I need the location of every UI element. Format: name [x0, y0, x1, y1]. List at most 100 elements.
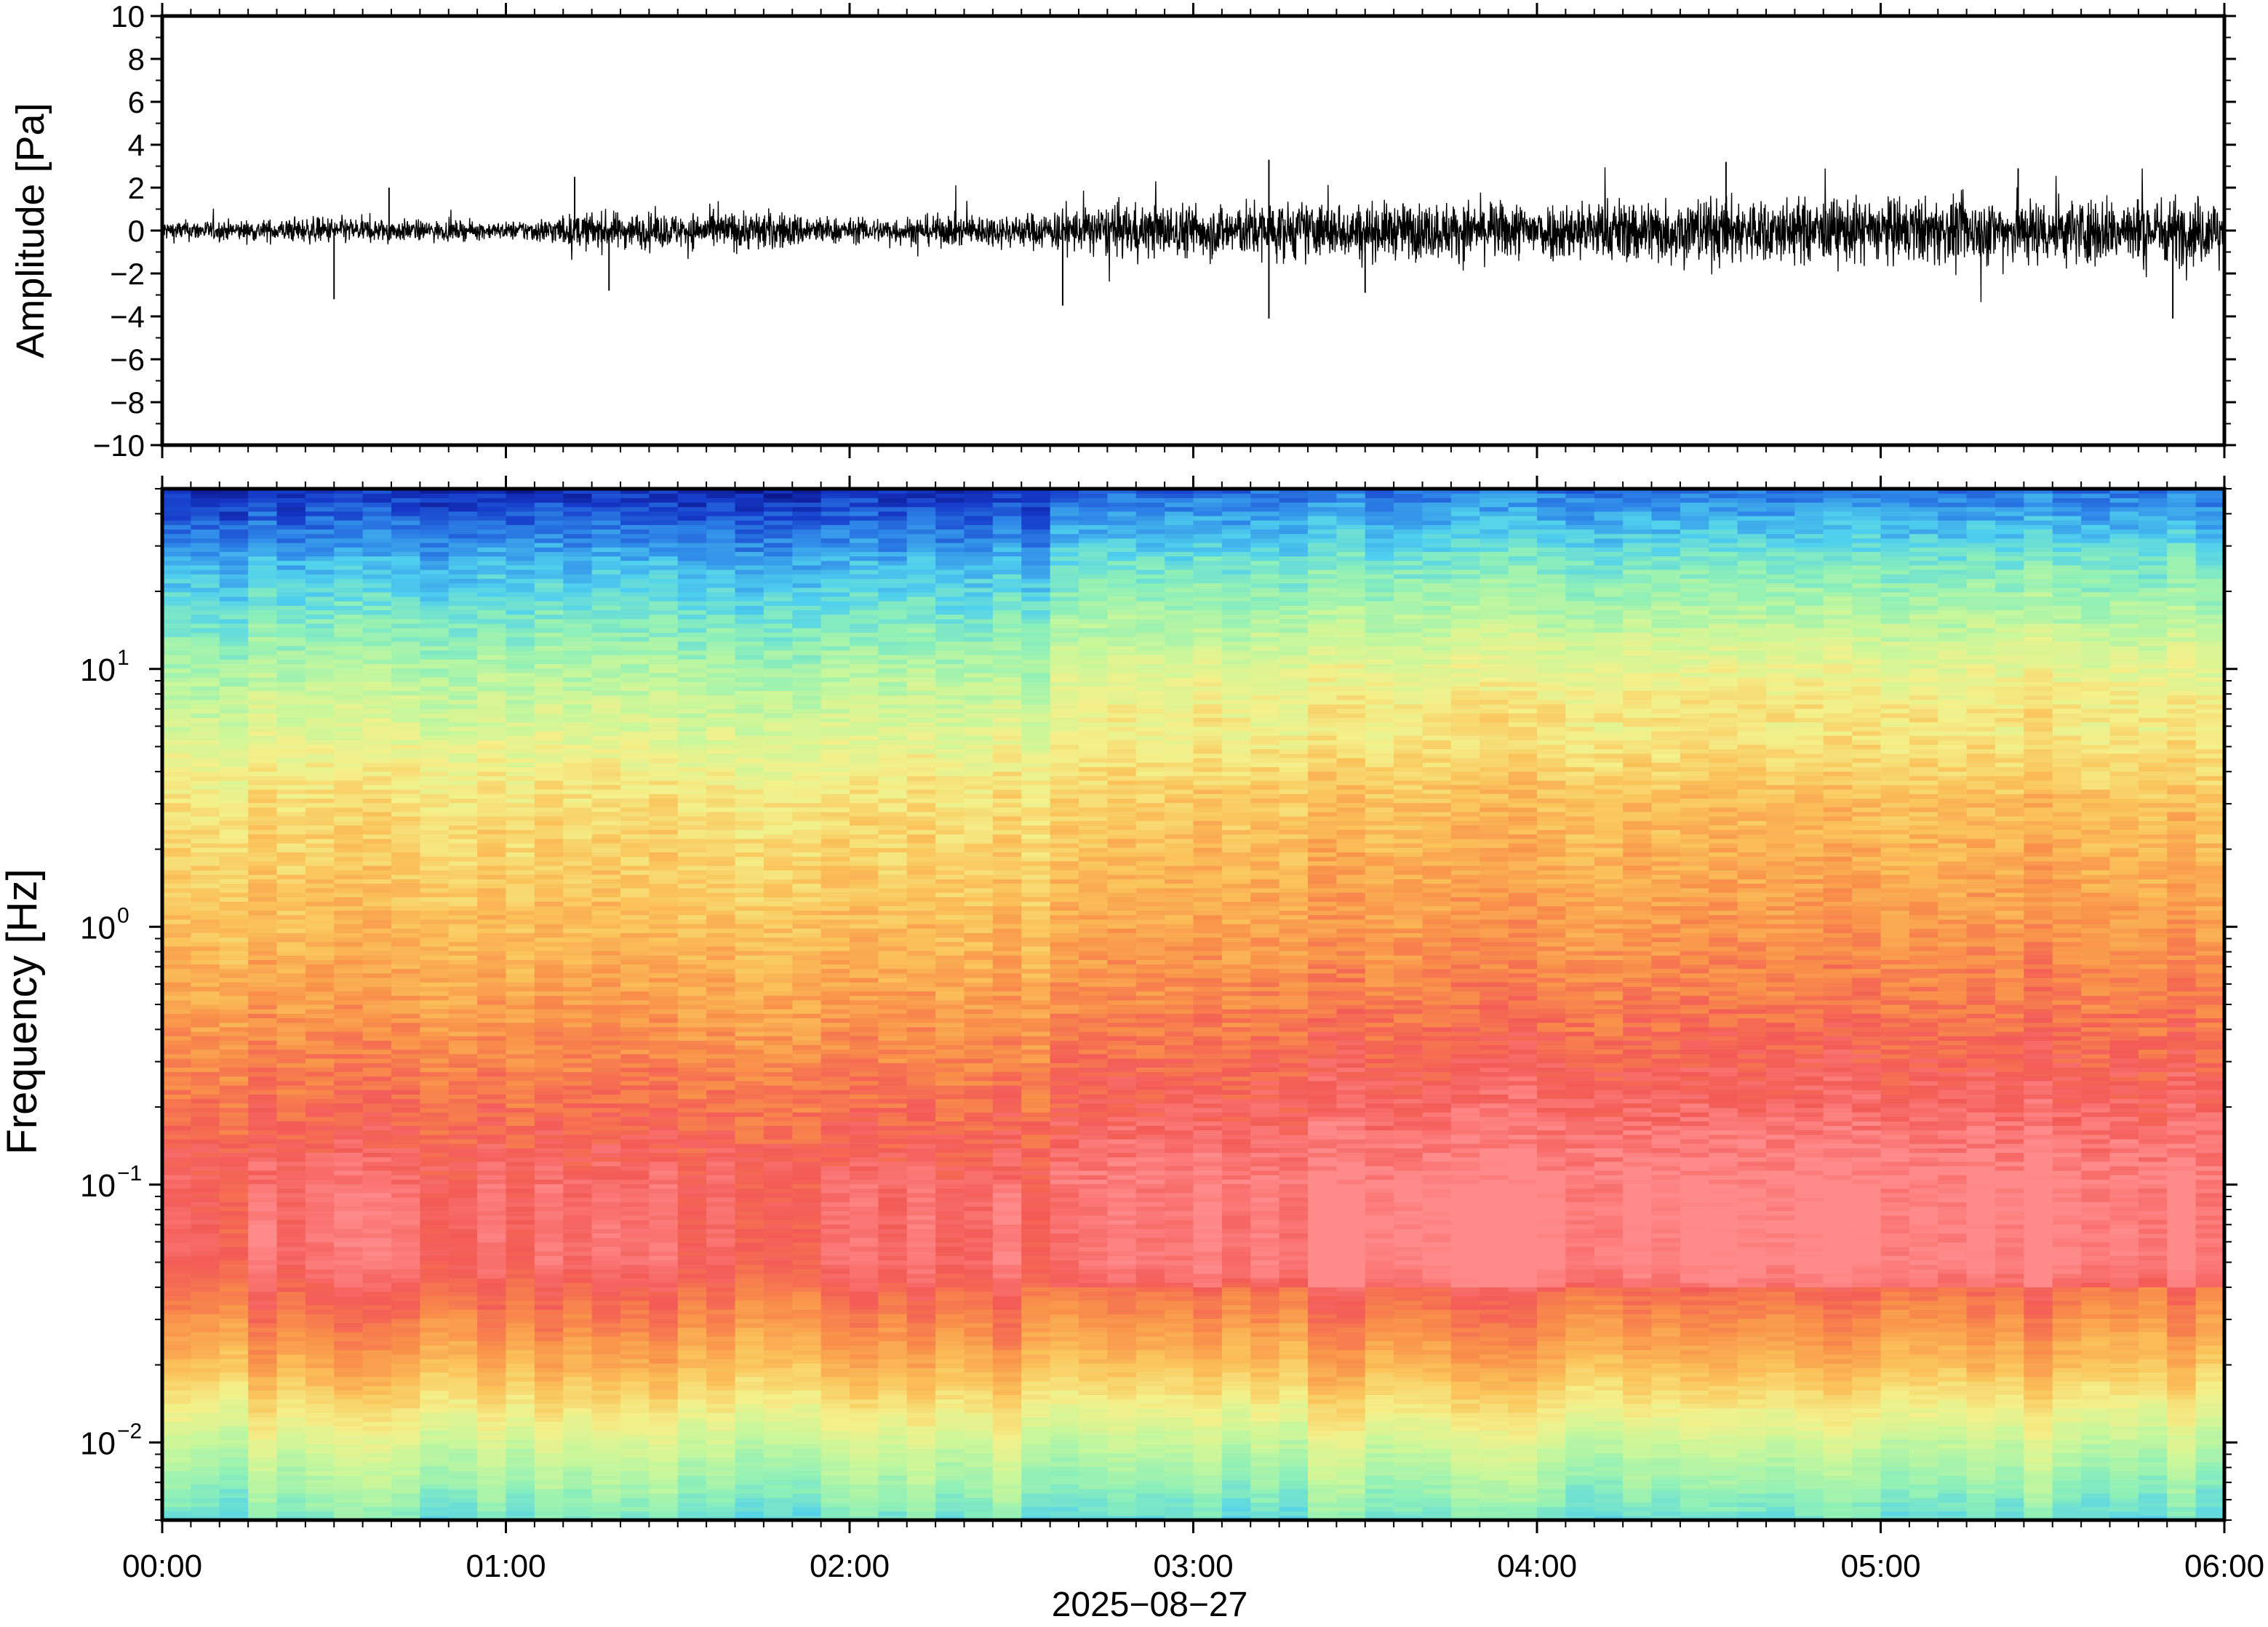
spectrogram-cell	[477, 1386, 506, 1391]
spectrogram-cell	[334, 704, 363, 709]
spectrogram-cell	[449, 857, 478, 862]
spectrogram-cell	[306, 1197, 335, 1202]
spectrogram-cell	[334, 1354, 363, 1359]
spectrogram-cell	[535, 1394, 564, 1399]
spectrogram-cell	[220, 767, 249, 772]
spectrogram-cell	[162, 1296, 191, 1301]
spectrogram-cell	[620, 1215, 650, 1220]
spectrogram-cell	[563, 1162, 592, 1167]
spectrogram-cell	[477, 1332, 506, 1337]
spectrogram-cell	[535, 1265, 564, 1270]
spectrogram-cell	[391, 1292, 420, 1297]
spectrogram-cell	[449, 866, 478, 871]
spectrogram-cell	[334, 861, 363, 866]
spectrogram-cell	[420, 1412, 449, 1418]
spectrogram-cell	[449, 497, 478, 503]
spectrogram-cell	[592, 897, 621, 902]
spectrogram-cell	[391, 609, 420, 615]
spectrogram-cell	[306, 511, 335, 516]
spectrogram-cell	[620, 830, 650, 835]
spectrogram-cell	[592, 1390, 621, 1395]
spectrogram-cell	[649, 1125, 678, 1130]
spectrogram-cell	[449, 767, 478, 772]
waveform-ytick-label: −10	[93, 428, 145, 463]
spectrogram-cell	[162, 1054, 191, 1059]
spectrogram-cell	[735, 1197, 764, 1202]
spectrogram-cell	[620, 731, 650, 736]
spectrogram-cell	[649, 919, 678, 924]
spectrogram-cell	[706, 641, 735, 647]
spectrogram-cell	[363, 1507, 392, 1512]
spectrogram-cell	[535, 1350, 564, 1355]
spectrogram-cell	[506, 551, 535, 556]
spectrogram-cell	[477, 834, 506, 839]
spectrogram-cell	[449, 1466, 478, 1471]
spectrogram-cell	[735, 870, 764, 875]
spectrogram-cell	[563, 834, 592, 839]
spectrogram-cell	[535, 596, 564, 601]
spectrogram-cell	[449, 793, 478, 799]
spectrogram-cell	[620, 1292, 650, 1297]
spectrogram-cell	[306, 1282, 335, 1287]
spectrogram-cell	[306, 839, 335, 844]
spectrogram-cell	[420, 632, 449, 637]
spectrogram-cell	[334, 668, 363, 673]
spectrogram-cell	[420, 1125, 449, 1130]
spectrogram-cell	[391, 1031, 420, 1036]
spectrogram-cell	[248, 507, 277, 512]
spectrogram-cell	[277, 529, 306, 534]
spectrogram-cell	[449, 1480, 478, 1485]
spectrogram-cell	[191, 830, 220, 835]
spectrogram-cell	[162, 713, 191, 718]
spectrogram-cell	[506, 659, 535, 664]
spectrogram-cell	[506, 1076, 535, 1082]
spectrogram-cell	[420, 1336, 449, 1341]
spectrogram-cell	[391, 1130, 420, 1135]
spectrogram-cell	[248, 561, 277, 566]
spectrogram-cell	[735, 1377, 764, 1382]
spectrogram-cell	[592, 722, 621, 727]
spectrogram-cell	[735, 1475, 764, 1480]
spectrogram-cell	[620, 1439, 650, 1444]
spectrogram-cell	[506, 1381, 535, 1386]
spectrogram-cell	[277, 1242, 306, 1247]
spectrogram-cell	[506, 982, 535, 987]
spectrogram-cell	[506, 1269, 535, 1274]
spectrogram-cell	[592, 615, 621, 620]
spectrogram-cell	[506, 789, 535, 794]
spectrogram-cell	[649, 861, 678, 866]
spectrogram-cell	[391, 1319, 420, 1324]
spectrogram-cell	[477, 1350, 506, 1355]
spectrogram-cell	[248, 1390, 277, 1395]
spectrogram-cell	[420, 955, 449, 960]
spectrogram-cell	[649, 529, 678, 534]
spectrogram-cell	[220, 911, 249, 916]
spectrogram-cell	[277, 713, 306, 718]
spectrogram-cell	[420, 942, 449, 947]
spectrogram-cell	[563, 1067, 592, 1072]
spectrogram-cell	[220, 1125, 249, 1130]
spectrogram-cell	[477, 1305, 506, 1310]
spectrogram-cell	[678, 959, 707, 964]
spectrogram-cell	[620, 1036, 650, 1041]
spectrogram-cell	[277, 1381, 306, 1386]
spectrogram-cell	[535, 673, 564, 678]
spectrogram-cell	[592, 1265, 621, 1270]
spectrogram-cell	[162, 1247, 191, 1252]
spectrogram-cell	[220, 1112, 249, 1117]
spectrogram-cell	[563, 503, 592, 508]
spectrogram-cell	[220, 547, 249, 552]
spectrogram-cell	[477, 1206, 506, 1211]
spectrogram-cell	[220, 717, 249, 722]
spectrogram-cell	[678, 623, 707, 628]
spectrogram-cell	[420, 897, 449, 902]
spectrogram-cell	[248, 1269, 277, 1274]
spectrogram-cell	[191, 1305, 220, 1310]
spectrogram-cell	[477, 807, 506, 812]
spectrogram-cell	[191, 793, 220, 799]
spectrogram-cell	[678, 1108, 707, 1113]
spectrogram-cell	[248, 588, 277, 593]
spectrogram-cell	[477, 816, 506, 821]
spectrogram-cell	[506, 1139, 535, 1144]
spectrogram-cell	[706, 1162, 735, 1167]
